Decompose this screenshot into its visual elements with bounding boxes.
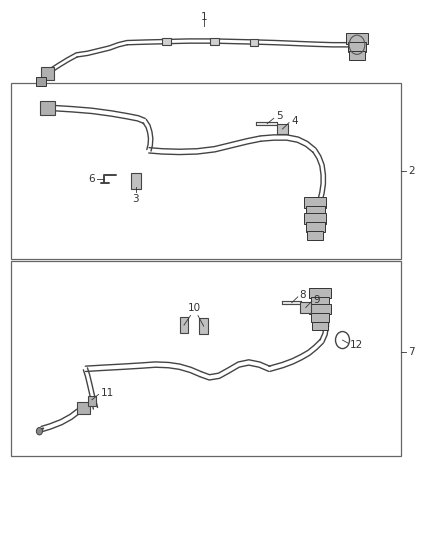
Bar	[199, 318, 208, 334]
Bar	[36, 77, 46, 86]
Bar	[300, 302, 311, 313]
Bar	[312, 322, 328, 330]
Text: 1: 1	[200, 12, 207, 22]
Bar	[250, 38, 258, 45]
Bar	[306, 206, 325, 216]
Bar	[312, 306, 328, 314]
Bar	[307, 231, 323, 240]
Bar	[11, 83, 401, 259]
Circle shape	[36, 427, 42, 435]
Text: 5: 5	[276, 111, 283, 121]
Text: 7: 7	[408, 347, 415, 357]
Bar	[346, 33, 368, 44]
Bar	[131, 173, 141, 189]
Bar	[39, 101, 55, 115]
Text: 3: 3	[132, 194, 139, 204]
Text: 2: 2	[408, 166, 415, 175]
Bar	[162, 38, 171, 45]
Text: 4: 4	[291, 116, 298, 126]
Text: 11: 11	[101, 388, 114, 398]
Bar	[210, 37, 219, 44]
Bar	[307, 215, 323, 224]
Text: 6: 6	[88, 174, 95, 184]
Text: 9: 9	[314, 295, 320, 304]
Bar	[304, 213, 326, 224]
Bar	[304, 197, 326, 208]
Bar	[88, 396, 96, 406]
Bar	[11, 261, 401, 456]
Bar	[348, 42, 366, 52]
Bar	[349, 51, 365, 60]
Bar	[311, 313, 329, 322]
Bar	[309, 304, 331, 314]
Bar	[41, 67, 54, 80]
Bar	[277, 124, 288, 134]
Bar	[306, 222, 325, 232]
Bar	[180, 317, 188, 333]
Bar	[311, 297, 329, 306]
Text: 12: 12	[350, 340, 363, 350]
Text: 8: 8	[300, 290, 306, 300]
Text: 10: 10	[187, 303, 201, 313]
Bar	[309, 288, 331, 298]
Bar	[77, 402, 90, 414]
